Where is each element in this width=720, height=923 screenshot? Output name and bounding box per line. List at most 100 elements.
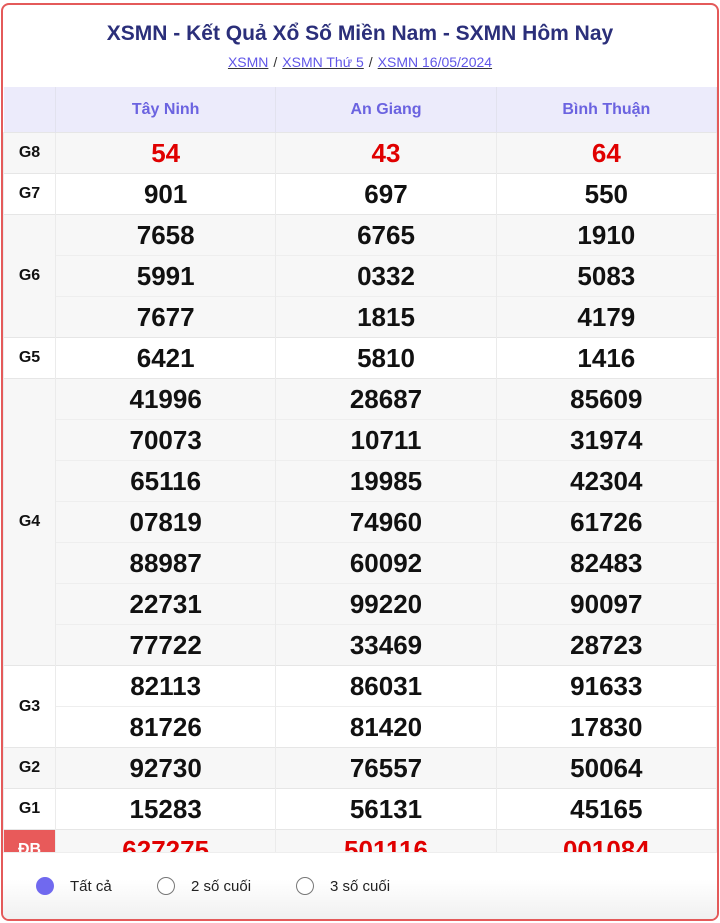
results-card: XSMN - Kết Quả Xổ Số Miền Nam - SXMN Hôm… bbox=[1, 3, 719, 921]
prize-number: 86031 bbox=[275, 665, 497, 707]
radio-selected-icon[interactable] bbox=[36, 877, 54, 895]
prize-label: G8 bbox=[3, 132, 56, 174]
province-header: Tây Ninh bbox=[55, 87, 277, 133]
prize-row-g4: G4 41996 28687 85609 bbox=[3, 378, 717, 666]
results-body: G8 54 43 64 G7 901 697 550 G6 7658 6765 1910 5991 033… bbox=[3, 132, 717, 870]
prize-row-g4: 88987 60092 82483 bbox=[4, 542, 717, 584]
prize-number: 7677 bbox=[54, 296, 277, 338]
prize-number: 22731 bbox=[54, 583, 277, 625]
prize-number: 90097 bbox=[495, 583, 717, 625]
prize-number: 54 bbox=[54, 132, 277, 174]
breadcrumb-xsmn-thu-5[interactable]: XSMN Thứ 5 bbox=[282, 54, 364, 70]
prize-row-g6: 5991 0332 5083 bbox=[4, 255, 717, 297]
prize-number: 1815 bbox=[275, 296, 497, 338]
province-header: Bình Thuận bbox=[496, 87, 717, 133]
prize-row-g6: G6 7658 6765 1910 bbox=[3, 214, 717, 338]
prize-row-g4: 70073 10711 31974 bbox=[4, 419, 717, 461]
prize-number: 82483 bbox=[495, 542, 717, 584]
prize-number: 7658 bbox=[54, 214, 277, 256]
prize-number: 6421 bbox=[54, 337, 277, 379]
prize-label: G2 bbox=[3, 747, 56, 789]
prize-row-g4: 07819 74960 61726 bbox=[4, 501, 717, 543]
prize-number: 43 bbox=[275, 132, 497, 174]
breadcrumb-xsmn[interactable]: XSMN bbox=[227, 54, 269, 70]
prize-number: 64 bbox=[495, 132, 717, 174]
prize-number: 6765 bbox=[275, 214, 497, 256]
prize-label: G7 bbox=[3, 173, 56, 215]
prize-number: 65116 bbox=[54, 460, 277, 502]
prize-number: 92730 bbox=[54, 747, 277, 789]
prize-row-g5: G5 6421 5810 1416 bbox=[3, 337, 717, 379]
prize-label: G5 bbox=[3, 337, 56, 379]
prize-number: 0332 bbox=[275, 255, 497, 297]
filter-label: 2 số cuối bbox=[191, 877, 252, 895]
prize-number: 60092 bbox=[275, 542, 497, 584]
prize-row-g7: G7 901 697 550 bbox=[3, 173, 717, 215]
prize-number: 77722 bbox=[54, 624, 277, 666]
prize-row-g4: 22731 99220 90097 bbox=[4, 583, 717, 625]
prize-label: G4 bbox=[3, 378, 56, 666]
prize-number: 5991 bbox=[54, 255, 277, 297]
filter-label: Tất cả bbox=[70, 877, 112, 895]
prize-number: 31974 bbox=[495, 419, 717, 461]
prize-number: 82113 bbox=[54, 665, 277, 707]
prize-number: 4179 bbox=[495, 296, 717, 338]
prize-number: 99220 bbox=[275, 583, 497, 625]
breadcrumb-xsmn-date[interactable]: XSMN 16/05/2024 bbox=[377, 54, 493, 70]
filter-label: 3 số cuối bbox=[330, 877, 391, 895]
prize-label: G1 bbox=[3, 788, 56, 830]
prize-number: 28723 bbox=[495, 624, 717, 666]
prize-row-g4: 65116 19985 42304 bbox=[4, 460, 717, 502]
prize-number: 45165 bbox=[495, 788, 717, 830]
filter-last-2[interactable]: 2 số cuối bbox=[157, 877, 251, 895]
prize-row-g3: G3 82113 86031 91633 bbox=[3, 665, 717, 748]
prize-number: 07819 bbox=[54, 501, 277, 543]
prize-number: 28687 bbox=[275, 378, 497, 420]
prize-number: 19985 bbox=[275, 460, 497, 502]
prize-label: G3 bbox=[3, 665, 56, 748]
prize-number: 81726 bbox=[54, 706, 277, 748]
prize-number: 88987 bbox=[54, 542, 277, 584]
province-header: An Giang bbox=[275, 87, 497, 133]
prize-label: ĐB bbox=[3, 829, 56, 870]
prize-column-header bbox=[3, 87, 56, 133]
prize-number: 74960 bbox=[275, 501, 497, 543]
page-title: XSMN - Kết Quả Xổ Số Miền Nam - SXMN Hôm… bbox=[106, 22, 614, 45]
breadcrumb: XSMN / XSMN Thứ 5/XSMN 16/05/2024 bbox=[3, 54, 717, 74]
breadcrumb-separator: / bbox=[273, 54, 278, 70]
prize-number: 5083 bbox=[495, 255, 717, 297]
prize-number: 1910 bbox=[495, 214, 717, 256]
table-header-row: Tây Ninh An Giang Bình Thuận bbox=[3, 87, 717, 133]
prize-number: 697 bbox=[275, 173, 497, 215]
radio-icon[interactable] bbox=[157, 877, 175, 895]
prize-number: 56131 bbox=[275, 788, 497, 830]
prize-number: 15283 bbox=[54, 788, 277, 830]
prize-number: 81420 bbox=[275, 706, 497, 748]
prize-number: 5810 bbox=[275, 337, 497, 379]
radio-icon[interactable] bbox=[296, 877, 314, 895]
prize-number: 50064 bbox=[495, 747, 717, 789]
prize-number: 550 bbox=[495, 173, 717, 215]
prize-number: 17830 bbox=[495, 706, 717, 748]
prize-number: 901 bbox=[54, 173, 277, 215]
prize-label: G6 bbox=[3, 214, 56, 338]
prize-row-g1: G1 15283 56131 45165 bbox=[3, 788, 717, 830]
filter-bar: Tất cả 2 số cuối 3 số cuối bbox=[3, 852, 717, 919]
filter-all[interactable]: Tất cả bbox=[36, 877, 112, 895]
prize-number: 70073 bbox=[54, 419, 277, 461]
prize-number: 41996 bbox=[54, 378, 277, 420]
prize-number: 42304 bbox=[495, 460, 717, 502]
prize-number: 85609 bbox=[495, 378, 717, 420]
prize-row-g2: G2 92730 76557 50064 bbox=[3, 747, 717, 789]
prize-row-g8: G8 54 43 64 bbox=[3, 132, 717, 174]
prize-number: 1416 bbox=[495, 337, 717, 379]
filter-last-3[interactable]: 3 số cuối bbox=[296, 877, 390, 895]
results-table: Tây Ninh An Giang Bình Thuận G8 54 43 64 G7 9… bbox=[3, 87, 717, 870]
prize-row-g4: 77722 33469 28723 bbox=[4, 624, 717, 666]
prize-number: 33469 bbox=[275, 624, 497, 666]
prize-number: 10711 bbox=[275, 419, 497, 461]
prize-number: 76557 bbox=[275, 747, 497, 789]
prize-row-g6: 7677 1815 4179 bbox=[4, 296, 717, 338]
prize-row-g3: 81726 81420 17830 bbox=[4, 706, 717, 748]
prize-number: 91633 bbox=[495, 665, 717, 707]
